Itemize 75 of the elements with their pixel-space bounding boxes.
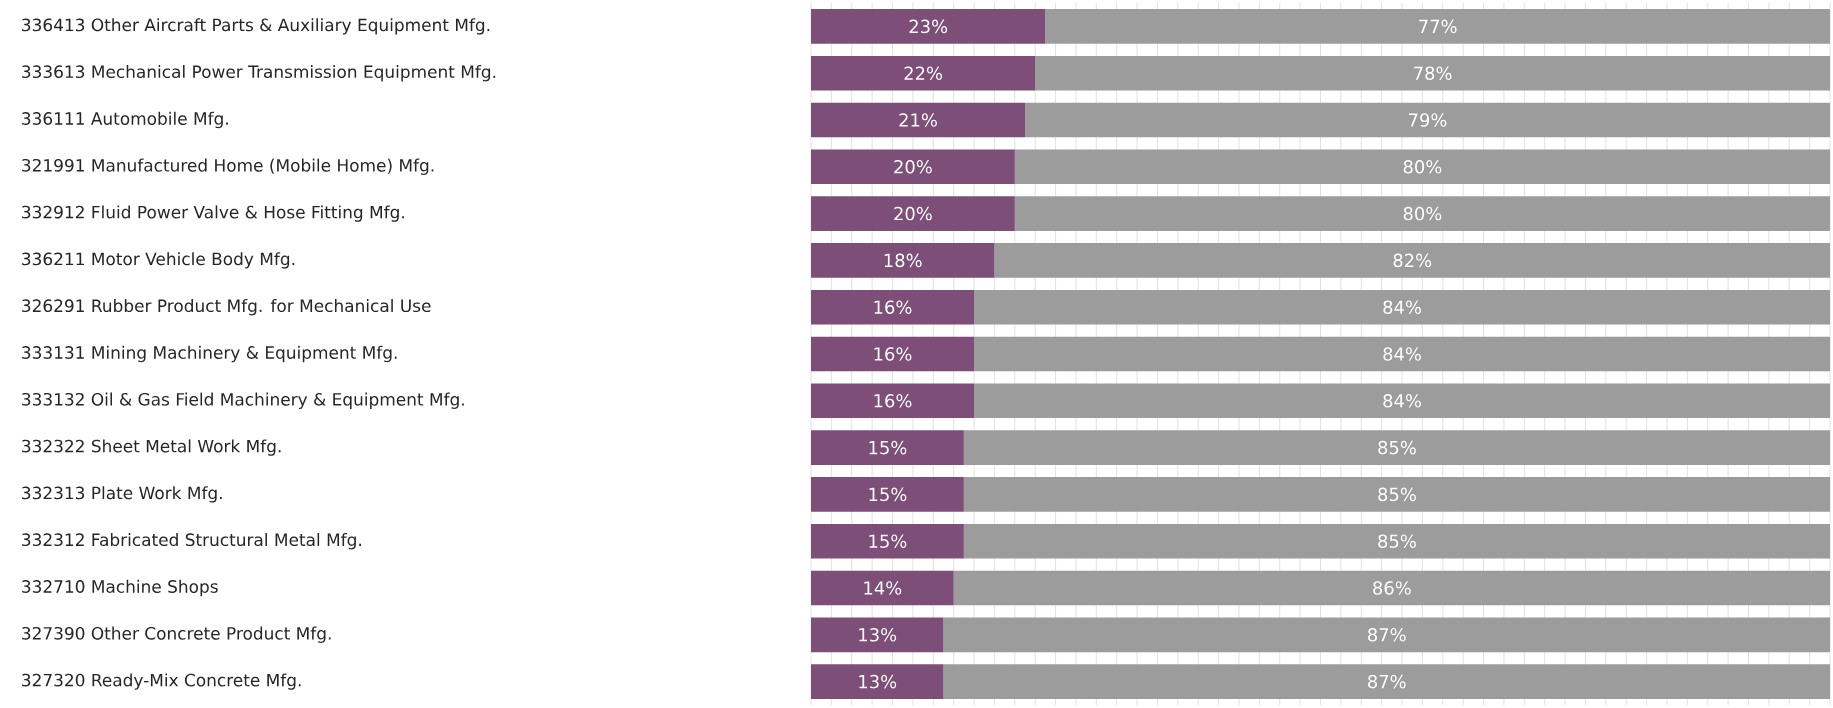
bar [811,289,975,325]
y-tick-label: 327320 Ready-Mix Concrete Mfg. [22,673,301,690]
y-tick-label: 336413 Other Aircraft Parts & Auxiliary Equipment Mfg. [22,18,490,35]
data-label: 80% [1403,206,1442,221]
data-label: 84% [1383,347,1421,361]
bar [811,617,944,653]
data-label: 84% [1383,300,1421,314]
bar [994,243,1830,278]
data-label: 85% [1378,440,1416,455]
y-tick-label: 332912 Fluid Power Valve & Hose Fitting Mfg. [22,205,404,222]
y-tick-label: 336211 Motor Vehicle Body Mfg. [22,252,295,269]
data-label: 21% [899,113,937,127]
bar [811,477,964,512]
data-label: 14% [864,581,902,595]
bar [963,523,1830,559]
bar [1045,9,1830,44]
data-label: 87% [1368,674,1406,689]
y-tick-label: 333132 Oil & Gas Field Machinery & Equipment Mfg. [22,392,464,409]
data-label: 13% [859,674,897,689]
bar [1014,149,1830,185]
data-label: 13% [859,628,897,642]
data-label: 80% [1403,160,1442,174]
data-label: 20% [894,160,932,174]
data-label: 78% [1414,66,1452,80]
bar [811,149,1015,185]
bar [963,430,1830,465]
bar [811,664,944,699]
data-label: 15% [869,534,907,548]
data-label: 20% [894,206,932,221]
y-tick-label: 321991 Manufactured Home (Mobile Home) Mfg. [22,158,434,175]
y-tick-label: 333613 Mechanical Power Transmission Equipment Mfg. [22,65,496,82]
bar [811,243,995,278]
data-label: 22% [904,66,943,80]
data-label: 15% [869,487,907,502]
bar [811,102,1025,138]
data-label: 77% [1419,19,1457,34]
y-tick-label: 336111 Automobile Mfg. [22,111,228,129]
bar [811,336,975,372]
data-label: 15% [869,440,907,455]
data-label: 79% [1409,113,1447,127]
data-label: 18% [884,253,922,268]
y-tick-label: 327390 Other Concrete Product Mfg. [22,626,331,643]
bar [953,570,1830,606]
bar [811,196,1015,231]
y-tick-label: 332313 Plate Work Mfg. [22,486,222,503]
y-tick-label: 333131 Mining Machinery & Equipment Mfg. [22,345,397,363]
bar [974,383,1830,419]
y-tick-label: 332322 Sheet Metal Work Mfg. [22,439,281,456]
data-label: 23% [909,19,948,34]
data-label: 16% [874,347,912,361]
bar [1035,55,1830,91]
bar [811,383,975,419]
bar [811,9,1046,44]
data-label: 82% [1393,253,1432,268]
y-tick-label: 332312 Fabricated Structural Metal Mfg. [22,533,361,550]
bar [811,430,964,465]
bar [811,523,964,559]
bar [811,55,1036,91]
y-tick-label: 326291 Rubber Product Mfg. for Mechanical Use [22,299,431,316]
bar [811,570,954,606]
bar [943,664,1830,699]
bar [943,617,1830,653]
y-tick-label: 332710 Machine Shops [22,579,218,597]
data-label: 16% [874,300,912,314]
data-label: 86% [1373,581,1411,595]
bar [974,336,1830,372]
bar [1024,102,1830,138]
bar [963,477,1830,512]
bar [1014,196,1830,231]
data-label: 87% [1368,628,1406,642]
data-label: 85% [1378,487,1416,502]
data-label: 85% [1378,534,1416,548]
data-label: 16% [874,394,912,408]
bar [974,289,1830,325]
data-label: 84% [1383,394,1421,408]
